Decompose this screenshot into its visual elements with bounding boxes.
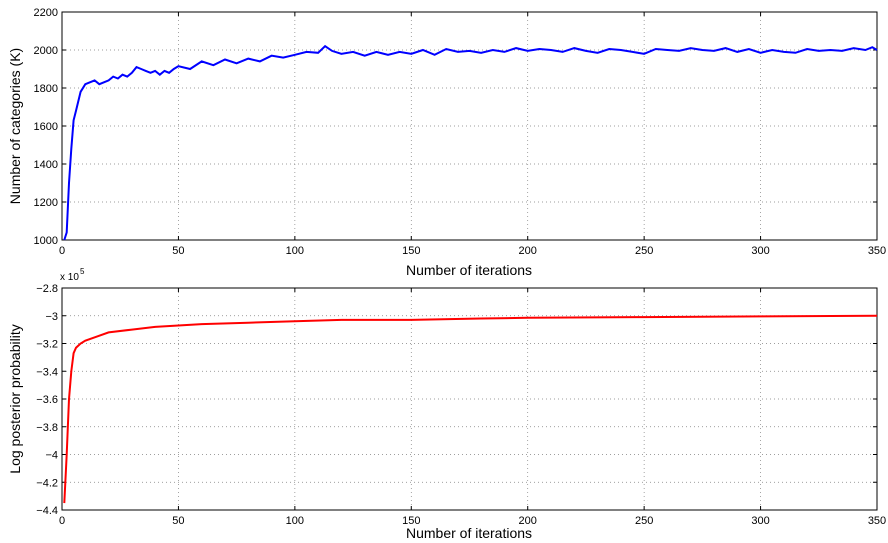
- categories-x-tick-label: 250: [635, 245, 653, 257]
- log-posterior-y-tick-label: −3.4: [36, 366, 58, 378]
- categories-y-tick-label: 1400: [34, 159, 58, 171]
- categories-y-tick-label: 1000: [34, 235, 58, 247]
- categories-x-tick-label: 50: [172, 245, 184, 257]
- log-posterior-x-tick-label: 150: [402, 515, 420, 527]
- log-posterior-ticks: 0 50 100 150 200 250 300 350 −4.4 −4.2 −4 −3.8 −3.6 −…: [36, 283, 886, 527]
- categories-y-tick-label: 1600: [34, 121, 58, 133]
- categories-x-tick-label: 300: [751, 245, 769, 257]
- log-posterior-x-tick-label: 200: [519, 515, 537, 527]
- log-posterior-y-tick-label: −3.2: [36, 339, 58, 351]
- categories-x-tick-label: 200: [519, 245, 537, 257]
- categories-y-tick-label: 2200: [34, 7, 58, 19]
- categories-series-line: [63, 44, 878, 241]
- log-posterior-y-tick-label: −4.4: [36, 505, 58, 517]
- log-posterior-x-tick-label: 100: [286, 515, 304, 527]
- log-posterior-y-tick-label: −2.8: [36, 283, 58, 295]
- log-posterior-x-tick-label: 50: [172, 515, 184, 527]
- log-posterior-y-tick-label: −3: [45, 311, 58, 323]
- categories-chart-panel: 0 50 100 150 200 250 300 350 1000 1200 1400 1600 180…: [7, 7, 886, 278]
- log-posterior-x-tick-label: 250: [635, 515, 653, 527]
- log-posterior-y-tick-label: −4: [45, 450, 58, 462]
- categories-y-tick-label: 1800: [34, 83, 58, 95]
- log-posterior-grid: [62, 288, 877, 510]
- log-posterior-chart-panel: 0 50 100 150 200 250 300 350 −4.4 −4.2 −4 −3.8 −3.6 −…: [7, 267, 886, 541]
- log-posterior-series-line: [63, 314, 878, 504]
- categories-x-tick-label: 100: [286, 245, 304, 257]
- log-posterior-x-axis-label: Number of iterations: [406, 525, 532, 541]
- log-posterior-x-tick-label: 0: [59, 515, 65, 527]
- categories-x-tick-label: 150: [402, 245, 420, 257]
- categories-x-tick-label: 350: [868, 245, 886, 257]
- log-posterior-y-tick-label: −3.6: [36, 394, 58, 406]
- categories-x-axis-label: Number of iterations: [406, 262, 532, 278]
- log-posterior-y-axis-label: Log posterior probability: [7, 324, 23, 473]
- categories-ticks: 0 50 100 150 200 250 300 350 1000 1200 1400 1600 180…: [34, 7, 887, 257]
- log-posterior-y-tick-label: −4.2: [36, 477, 58, 489]
- scale-exponent-power: 5: [80, 267, 85, 276]
- categories-y-axis-label: Number of categories (K): [7, 48, 23, 204]
- log-posterior-x-tick-label: 300: [751, 515, 769, 527]
- log-posterior-x-tick-label: 350: [868, 515, 886, 527]
- scale-exponent-base: x 10: [60, 272, 79, 283]
- categories-y-tick-label: 2000: [34, 45, 58, 57]
- categories-x-tick-label: 0: [59, 245, 65, 257]
- categories-grid: [62, 12, 877, 240]
- log-posterior-y-tick-label: −3.8: [36, 422, 58, 434]
- categories-y-tick-label: 1200: [34, 197, 58, 209]
